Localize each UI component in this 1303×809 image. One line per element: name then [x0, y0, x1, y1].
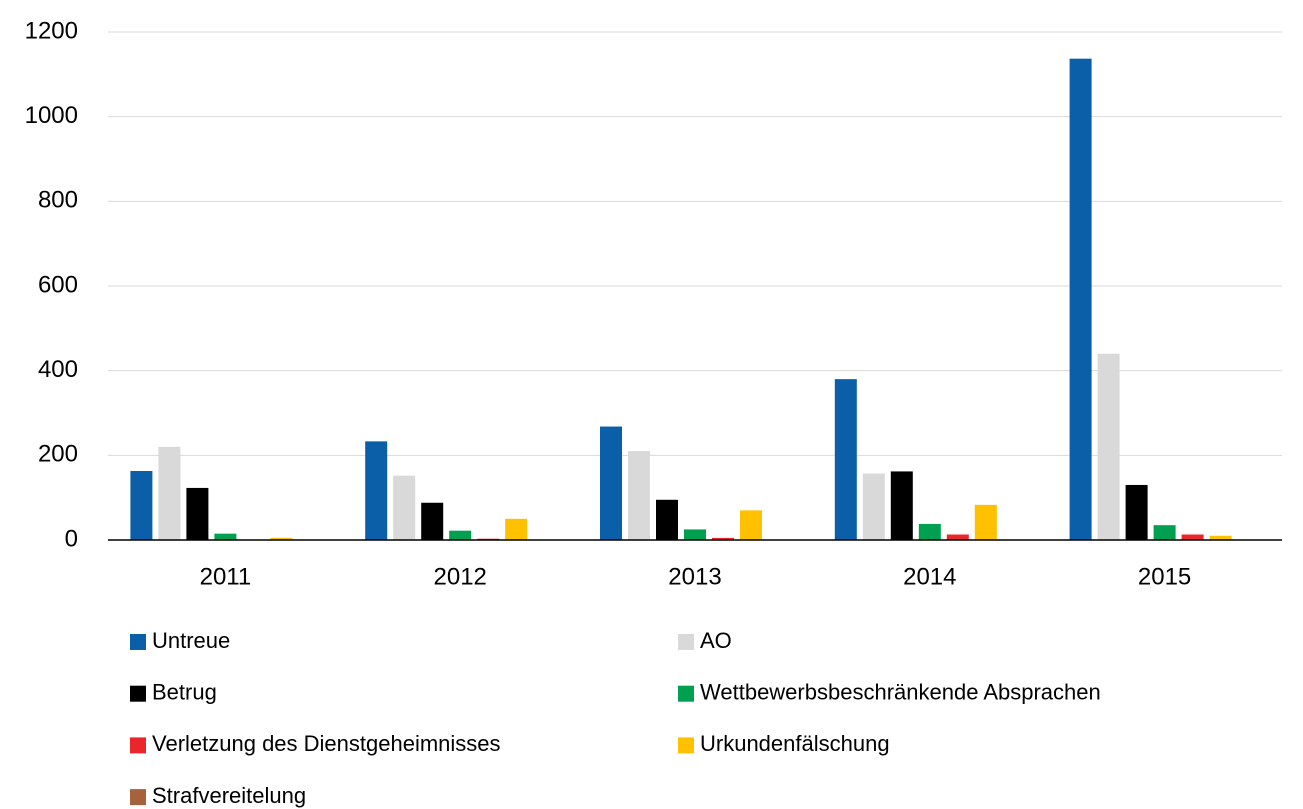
x-tick-label: 2011 — [200, 563, 252, 590]
bar — [1153, 525, 1176, 540]
legend-label: Strafvereitelung — [152, 783, 306, 808]
bar — [684, 529, 706, 540]
y-tick-label: 1000 — [25, 102, 78, 129]
bar — [1069, 58, 1092, 541]
y-tick-label: 400 — [38, 356, 78, 383]
legend-swatch — [678, 685, 694, 702]
bar — [946, 534, 969, 540]
bar — [862, 473, 885, 540]
legend-label: AO — [700, 628, 732, 653]
legend-label: Wettbewerbsbeschränkende Absprachen — [700, 680, 1101, 705]
bar — [186, 487, 209, 540]
y-tick-label: 800 — [38, 187, 78, 214]
bar — [834, 379, 857, 540]
legend-swatch — [678, 634, 694, 650]
bar — [393, 475, 416, 540]
bar — [270, 537, 293, 540]
y-tick-label: 0 — [65, 525, 78, 552]
bar — [449, 530, 472, 540]
bar — [890, 471, 913, 540]
bar — [918, 523, 941, 540]
legend-label: Betrug — [152, 680, 217, 705]
y-tick-label: 1200 — [25, 17, 78, 44]
legend-label: Untreue — [152, 628, 230, 653]
legend-label: Verletzung des Dienstgeheimnisses — [152, 731, 501, 756]
legend-label: Urkundenfälschung — [700, 731, 890, 756]
bar — [600, 426, 622, 540]
x-tick-label: 2012 — [434, 563, 487, 590]
bar — [712, 537, 734, 540]
bar — [974, 504, 997, 540]
legend-swatch — [130, 789, 146, 806]
bar — [421, 502, 444, 540]
x-tick-label: 2013 — [668, 563, 721, 590]
bar — [1125, 484, 1148, 540]
bar — [628, 451, 650, 540]
legend-swatch — [130, 634, 146, 650]
x-tick-label: 2015 — [1138, 563, 1191, 590]
bar — [130, 470, 153, 540]
bar — [1209, 535, 1232, 540]
legend-swatch — [130, 737, 146, 754]
bar — [1097, 353, 1120, 540]
bar — [656, 499, 678, 540]
bar — [158, 446, 181, 540]
y-tick-label: 600 — [38, 271, 78, 298]
legend-swatch — [678, 737, 694, 754]
y-tick-label: 200 — [38, 441, 78, 468]
bar — [740, 510, 762, 540]
x-tick-label: 2014 — [903, 563, 956, 590]
bar — [505, 518, 528, 540]
legend-swatch — [130, 685, 146, 702]
bar — [214, 533, 237, 540]
bar — [1181, 534, 1204, 540]
bar — [365, 441, 388, 540]
